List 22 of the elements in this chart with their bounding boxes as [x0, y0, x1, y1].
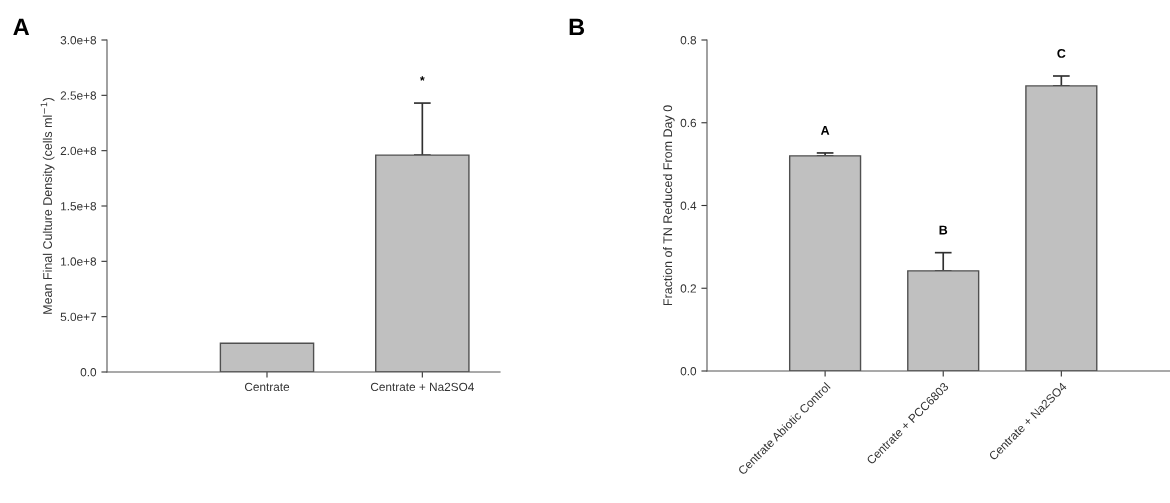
x-tick-label: Centrate + Na2SO4	[370, 382, 474, 392]
annotation: *	[419, 76, 425, 81]
y-tick-label: 2.0e+8	[60, 146, 97, 156]
chart-title: A	[13, 18, 30, 36]
y-tick-label: 5.0e+7	[60, 312, 96, 322]
y-tick-label: 0.6	[680, 118, 697, 128]
y-axis-title: Fraction of TN Reduced From Day 0	[662, 105, 675, 306]
annotation: A	[820, 126, 830, 135]
y-tick-label: 0.2	[680, 284, 696, 293]
annotation: C	[1057, 48, 1066, 58]
annotation: B	[939, 225, 948, 235]
y-tick-label: 1.0e+8	[61, 257, 97, 266]
y-tick-label: 3.0e+8	[60, 36, 97, 45]
chart-title: B	[569, 18, 585, 36]
y-tick-label: 0.4	[680, 201, 697, 210]
y-tick-label: 0.8	[680, 36, 697, 45]
y-tick-label: 0.0	[80, 368, 97, 377]
x-tick-label: Centrate	[244, 382, 290, 392]
y-tick-label: 1.5e+8	[61, 202, 97, 211]
y-tick-label: 2.5e+8	[60, 91, 97, 100]
y-axis-title: Mean Final Culture Density (cells ml$^{−1}$)	[40, 98, 55, 314]
y-tick-label: 0.0	[680, 367, 697, 376]
